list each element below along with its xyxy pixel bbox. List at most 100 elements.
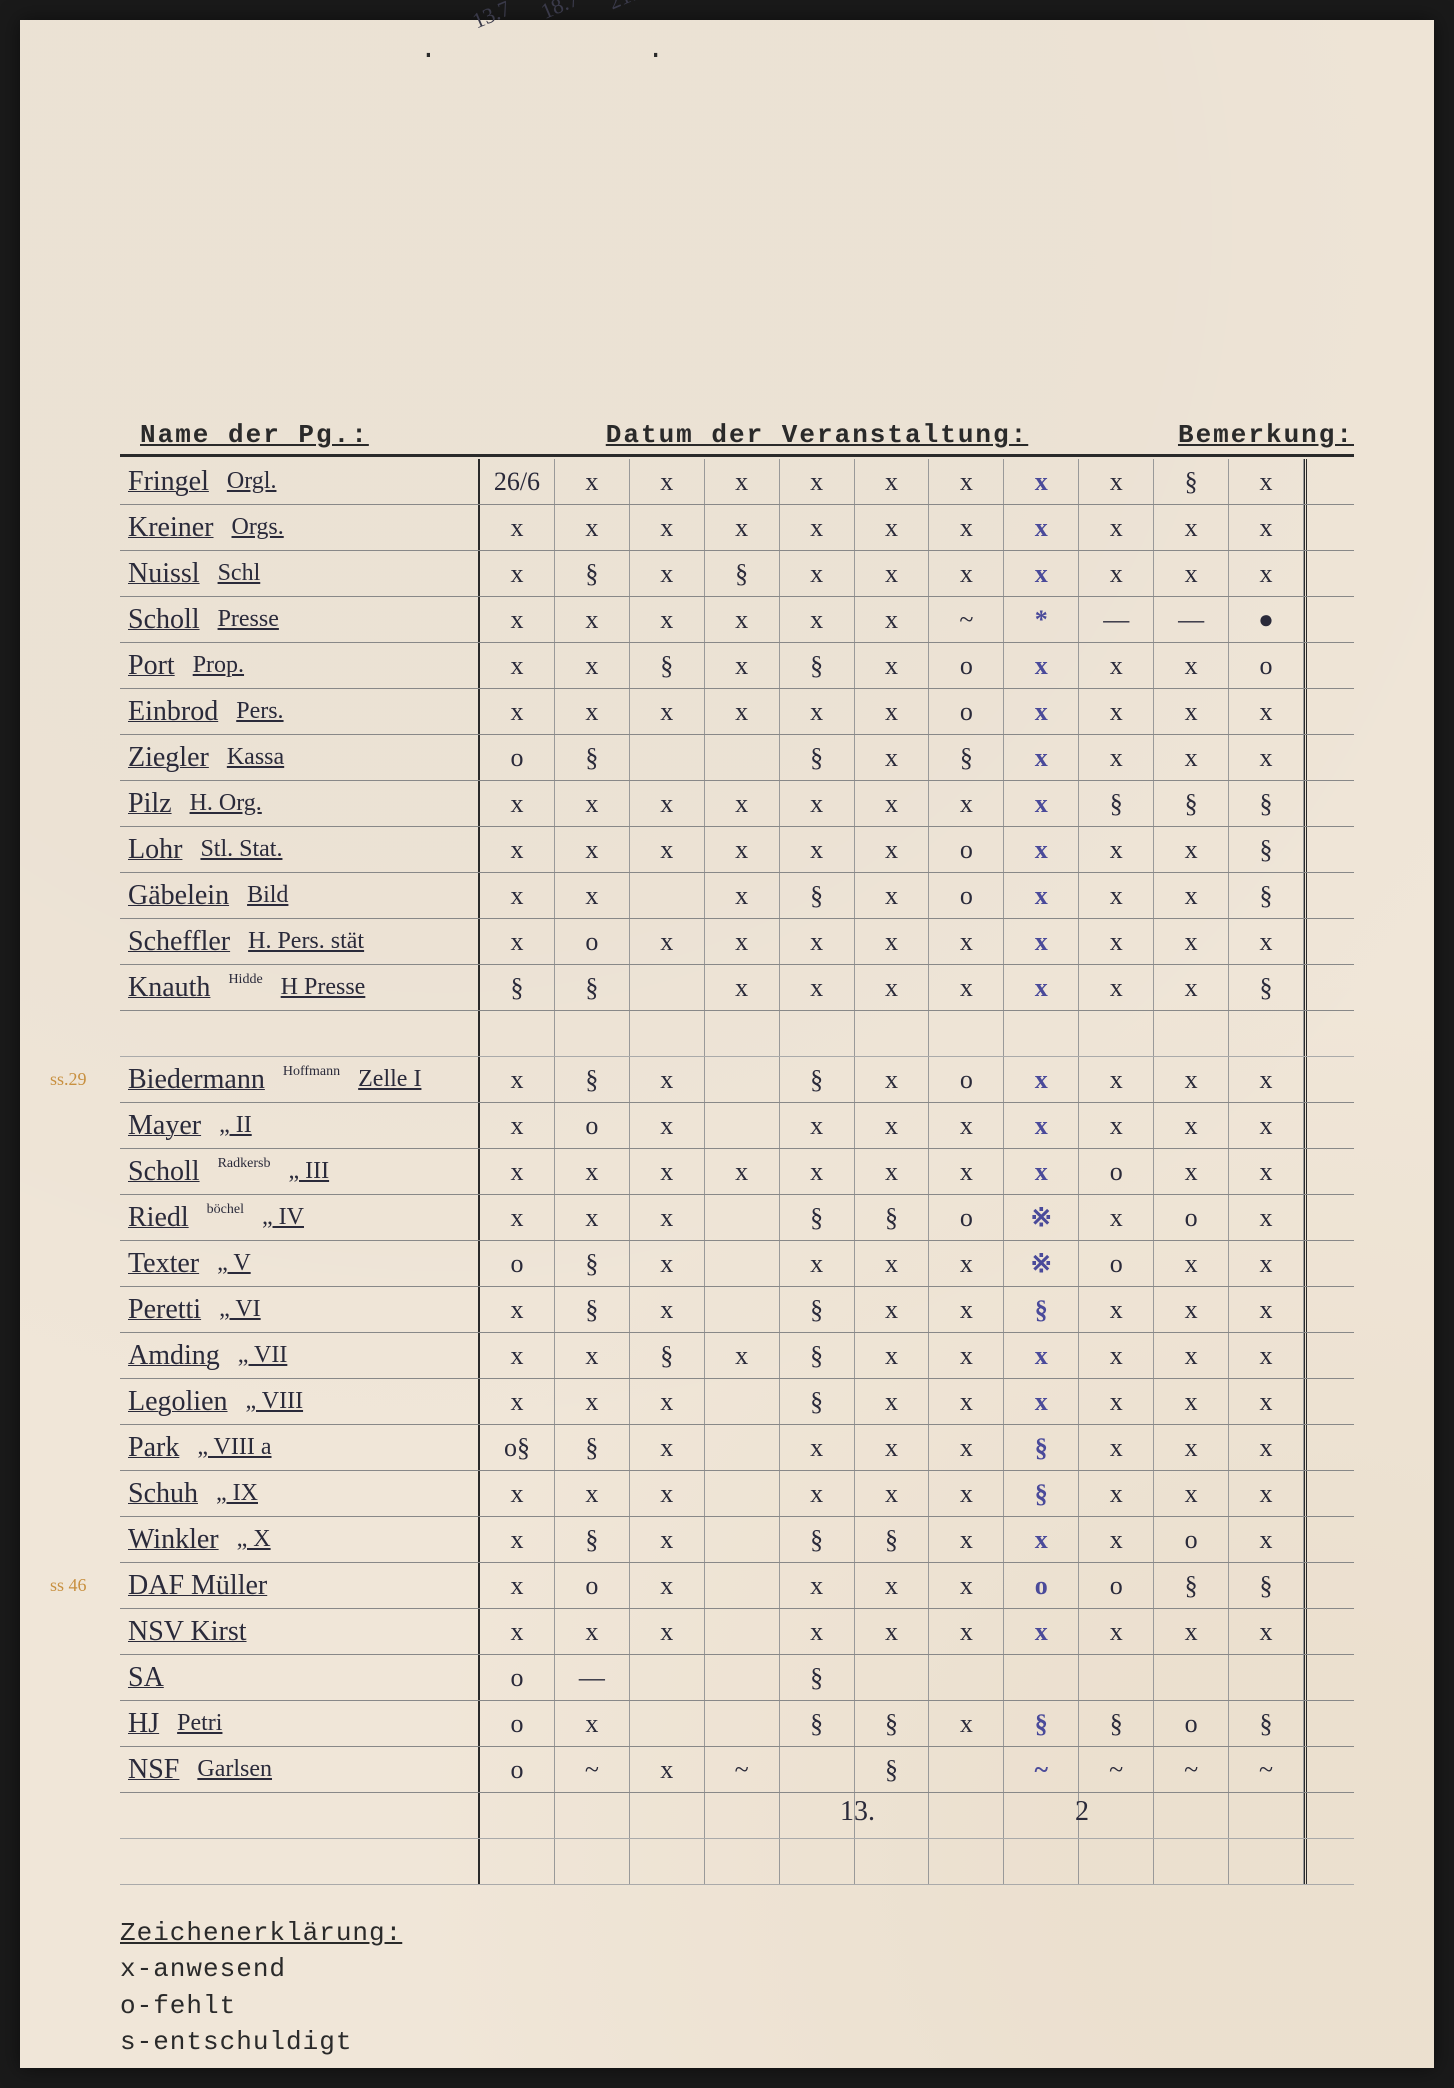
attendance-mark xyxy=(630,873,705,918)
attendance-mark: x xyxy=(480,1517,555,1562)
attendance-mark: x xyxy=(855,1379,930,1424)
attendance-mark xyxy=(929,1655,1004,1700)
attendance-mark: x xyxy=(929,1609,1004,1654)
attendance-mark: x xyxy=(780,689,855,734)
attendance-mark: x xyxy=(1079,1195,1154,1240)
attendance-mark xyxy=(480,1793,555,1838)
attendance-mark: x xyxy=(705,781,780,826)
attendance-mark: o§ xyxy=(480,1425,555,1470)
attendance-mark: x xyxy=(1229,1379,1304,1424)
attendance-mark: x xyxy=(855,1425,930,1470)
attendance-mark: o xyxy=(1154,1701,1229,1746)
marks-container: xxxxxxxx§§§ xyxy=(480,781,1304,826)
attendance-mark: x xyxy=(555,827,630,872)
attendance-mark: x xyxy=(855,1333,930,1378)
name-cell xyxy=(120,1793,480,1838)
attendance-mark xyxy=(705,1057,780,1102)
attendance-mark: x xyxy=(705,689,780,734)
remark-cell xyxy=(1304,1793,1354,1838)
attendance-mark: § xyxy=(929,735,1004,780)
attendance-mark: x xyxy=(630,597,705,642)
name-cell: LohrStl. Stat. xyxy=(120,827,480,872)
surname: NSF xyxy=(128,1754,179,1786)
attendance-mark xyxy=(855,1839,930,1884)
attendance-mark: x xyxy=(1079,1471,1154,1516)
date-label: 21.7 xyxy=(604,0,650,15)
attendance-mark: x xyxy=(780,1149,855,1194)
surname: Schuh xyxy=(128,1478,198,1510)
table-row: ss.29BiedermannHoffmannZelle Ix§x§xoxxxx xyxy=(120,1057,1354,1103)
role: „ III xyxy=(288,1158,329,1185)
remark-cell xyxy=(1304,1195,1354,1240)
attendance-mark: x xyxy=(929,1563,1004,1608)
attendance-mark xyxy=(705,1517,780,1562)
attendance-mark: ~ xyxy=(929,597,1004,642)
role: „ V xyxy=(217,1250,251,1277)
attendance-mark: — xyxy=(555,1655,630,1700)
attendance-mark: x xyxy=(555,1195,630,1240)
role: „ II xyxy=(219,1112,252,1139)
role: Stl. Stat. xyxy=(200,836,282,863)
attendance-mark: o xyxy=(555,1103,630,1148)
role: „ VII xyxy=(238,1342,288,1369)
attendance-mark: x xyxy=(705,1149,780,1194)
remark-cell xyxy=(1304,1701,1354,1746)
date-label: 13.7 xyxy=(469,0,515,34)
attendance-mark: x xyxy=(555,505,630,550)
table-row: Texter„ Vo§xxxx※oxx xyxy=(120,1241,1354,1287)
header-date: Datum der Veranstaltung: xyxy=(480,420,1154,450)
role: „ IV xyxy=(262,1204,304,1231)
role: H. Pers. stät xyxy=(248,928,364,955)
attendance-mark: ※ xyxy=(1004,1241,1079,1286)
attendance-mark: x xyxy=(555,1379,630,1424)
attendance-mark: x xyxy=(780,965,855,1010)
name-cell: PortProp. xyxy=(120,643,480,688)
attendance-mark: x xyxy=(780,597,855,642)
attendance-mark: x xyxy=(480,689,555,734)
marks-container: xxx§xoxxx§ xyxy=(480,873,1304,918)
attendance-mark: x xyxy=(1229,505,1304,550)
attendance-mark: x xyxy=(1154,1333,1229,1378)
attendance-mark xyxy=(705,1655,780,1700)
name-cell: SchollRadkersb„ III xyxy=(120,1149,480,1194)
table-row: NuisslSchlx§x§xxxxxxx xyxy=(120,551,1354,597)
attendance-mark: x xyxy=(1079,1057,1154,1102)
footer-numbers: 13. 2 xyxy=(840,1796,1089,1828)
surname: Pilz xyxy=(128,788,172,820)
name-cell xyxy=(120,1839,480,1884)
attendance-mark: x xyxy=(929,505,1004,550)
attendance-mark: x xyxy=(555,1471,630,1516)
attendance-mark: x xyxy=(1079,459,1154,504)
name-cell: Mayer„ II xyxy=(120,1103,480,1148)
document-page: . . 13.718.721.728.74.88.815.818.8 Name … xyxy=(20,20,1434,2068)
attendance-mark: x xyxy=(855,1149,930,1194)
attendance-mark: x xyxy=(480,1609,555,1654)
attendance-mark: x xyxy=(855,1609,930,1654)
table-row: KreinerOrgs.xxxxxxxxxxx xyxy=(120,505,1354,551)
attendance-mark: x xyxy=(1229,1333,1304,1378)
attendance-mark: x xyxy=(705,1333,780,1378)
attendance-mark: x xyxy=(480,1471,555,1516)
attendance-mark: x xyxy=(705,919,780,964)
table-row: HJPetriox§§x§§o§ xyxy=(120,1701,1354,1747)
table-row: ss 46DAF Müllerxoxxxxoo§§ xyxy=(120,1563,1354,1609)
attendance-mark: o xyxy=(929,643,1004,688)
attendance-mark: x xyxy=(1154,1287,1229,1332)
attendance-mark: x xyxy=(555,459,630,504)
attendance-mark: o xyxy=(1079,1563,1154,1608)
marks-container: x§x§xx§xxx xyxy=(480,1287,1304,1332)
attendance-mark: x xyxy=(1229,1103,1304,1148)
attendance-mark: x xyxy=(929,1471,1004,1516)
attendance-mark: x xyxy=(480,873,555,918)
attendance-mark: x xyxy=(855,735,930,780)
remark-cell xyxy=(1304,781,1354,826)
remark-cell xyxy=(1304,1471,1354,1516)
attendance-mark: x xyxy=(705,459,780,504)
table-row: KnauthHiddeH Presse§§xxxxxxx§ xyxy=(120,965,1354,1011)
marks-container: xxxxxxoxxxx xyxy=(480,689,1304,734)
attendance-mark: § xyxy=(1229,1701,1304,1746)
attendance-mark xyxy=(1079,1793,1154,1838)
attendance-mark: x xyxy=(480,597,555,642)
attendance-mark: x xyxy=(1004,643,1079,688)
attendance-mark: — xyxy=(1154,597,1229,642)
